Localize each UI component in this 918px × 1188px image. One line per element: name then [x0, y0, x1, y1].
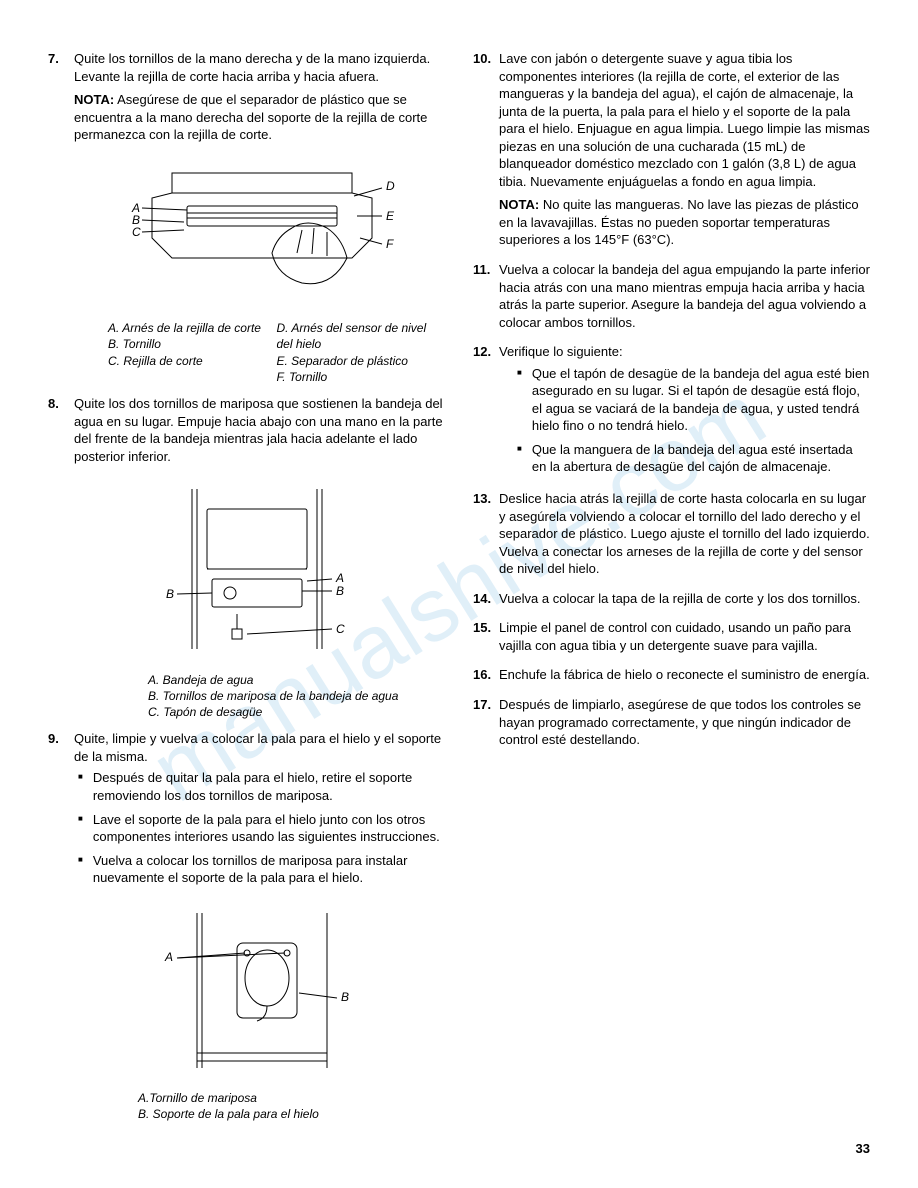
svg-text:B: B	[336, 584, 344, 598]
left-steps-list-cont2: 9. Quite, limpie y vuelva a colocar la p…	[48, 730, 445, 892]
bullet-text: Vuelva a colocar los tornillos de maripo…	[93, 852, 445, 887]
step-15: 15. Limpie el panel de control con cuida…	[473, 619, 870, 658]
step-text: Verifique lo siguiente:	[499, 343, 870, 361]
step-number: 10.	[473, 50, 499, 253]
figure-8-svg: B A B C	[122, 479, 372, 659]
svg-text:D: D	[386, 179, 395, 193]
step-14: 14. Vuelva a colocar la tapa de la rejil…	[473, 590, 870, 612]
svg-text:C: C	[132, 225, 141, 239]
note-text: No quite las mangueras. No lave las piez…	[499, 197, 859, 247]
step-12-bullets: Que el tapón de desagüe de la bandeja de…	[513, 365, 870, 476]
caption: C. Tapón de desagüe	[148, 704, 445, 720]
note: NOTA: No quite las mangueras. No lave la…	[499, 196, 870, 249]
figure-8: B A B C	[48, 479, 445, 664]
step-text: Vuelva a colocar la tapa de la rejilla d…	[499, 590, 870, 608]
bullet-item: Lave el soporte de la pala para el hielo…	[74, 811, 445, 846]
step-number: 14.	[473, 590, 499, 612]
svg-text:E: E	[386, 209, 395, 223]
step-number: 12.	[473, 343, 499, 482]
svg-text:A: A	[164, 950, 173, 964]
step-11: 11. Vuelva a colocar la bandeja del agua…	[473, 261, 870, 335]
step-number: 9.	[48, 730, 74, 892]
step-16: 16. Enchufe la fábrica de hielo o recone…	[473, 666, 870, 688]
caption: A.Tornillo de mariposa	[138, 1090, 445, 1106]
two-column-layout: 7. Quite los tornillos de la mano derech…	[48, 50, 870, 1133]
svg-text:B: B	[166, 587, 174, 601]
svg-text:C: C	[336, 622, 345, 636]
figure-7: A B C D E F	[48, 158, 445, 313]
step-number: 7.	[48, 50, 74, 148]
caption: A. Arnés de la rejilla de corte	[108, 320, 277, 336]
svg-text:B: B	[341, 990, 349, 1004]
note-label: NOTA:	[499, 197, 539, 212]
note-label: NOTA:	[74, 92, 114, 107]
bullet-item: Que el tapón de desagüe de la bandeja de…	[513, 365, 870, 435]
step-8: 8. Quite los dos tornillos de mariposa q…	[48, 395, 445, 469]
left-steps-list-cont: 8. Quite los dos tornillos de mariposa q…	[48, 395, 445, 469]
bullet-text: Lave el soporte de la pala para el hielo…	[93, 811, 445, 846]
step-7: 7. Quite los tornillos de la mano derech…	[48, 50, 445, 148]
caption: B. Tornillo	[108, 336, 277, 352]
step-number: 15.	[473, 619, 499, 658]
step-text: Limpie el panel de control con cuidado, …	[499, 619, 870, 654]
step-text: Enchufe la fábrica de hielo o reconecte …	[499, 666, 870, 684]
figure-9-captions: A.Tornillo de mariposa B. Soporte de la …	[48, 1090, 445, 1122]
note: NOTA: Asegúrese de que el separador de p…	[74, 91, 445, 144]
step-text: Después de limpiarlo, asegúrese de que t…	[499, 696, 870, 749]
left-column: 7. Quite los tornillos de la mano derech…	[48, 50, 445, 1133]
figure-8-captions: A. Bandeja de agua B. Tornillos de marip…	[48, 672, 445, 721]
step-number: 8.	[48, 395, 74, 469]
bullet-text: Que el tapón de desagüe de la bandeja de…	[532, 365, 870, 435]
step-text: Vuelva a colocar la bandeja del agua emp…	[499, 261, 870, 331]
right-column: 10. Lave con jabón o detergente suave y …	[473, 50, 870, 1133]
note-text: Asegúrese de que el separador de plástic…	[74, 92, 427, 142]
caption: C. Rejilla de corte	[108, 353, 277, 369]
svg-text:A: A	[335, 571, 344, 585]
bullet-item: Vuelva a colocar los tornillos de maripo…	[74, 852, 445, 887]
right-steps-list: 10. Lave con jabón o detergente suave y …	[473, 50, 870, 753]
caption: A. Bandeja de agua	[148, 672, 445, 688]
bullet-text: Que la manguera de la bandeja del agua e…	[532, 441, 870, 476]
step-text: Deslice hacia atrás la rejilla de corte …	[499, 490, 870, 578]
step-number: 11.	[473, 261, 499, 335]
caption: B. Tornillos de mariposa de la bandeja d…	[148, 688, 445, 704]
bullet-item: Que la manguera de la bandeja del agua e…	[513, 441, 870, 476]
figure-7-captions: A. Arnés de la rejilla de corte B. Torni…	[48, 320, 445, 385]
svg-text:F: F	[386, 237, 394, 251]
step-10: 10. Lave con jabón o detergente suave y …	[473, 50, 870, 253]
step-17: 17. Después de limpiarlo, asegúrese de q…	[473, 696, 870, 753]
caption: B. Soporte de la pala para el hielo	[138, 1106, 445, 1122]
bullet-item: Después de quitar la pala para el hielo,…	[74, 769, 445, 804]
step-9: 9. Quite, limpie y vuelva a colocar la p…	[48, 730, 445, 892]
figure-9: A B	[48, 903, 445, 1083]
caption: E. Separador de plástico	[277, 353, 446, 369]
bullet-text: Después de quitar la pala para el hielo,…	[93, 769, 445, 804]
step-12: 12. Verifique lo siguiente: Que el tapón…	[473, 343, 870, 482]
page-number: 33	[856, 1140, 870, 1158]
step-number: 13.	[473, 490, 499, 582]
figure-9-svg: A B	[117, 903, 377, 1078]
step-number: 16.	[473, 666, 499, 688]
step-number: 17.	[473, 696, 499, 753]
step-13: 13. Deslice hacia atrás la rejilla de co…	[473, 490, 870, 582]
figure-7-svg: A B C D E F	[92, 158, 402, 308]
step-9-bullets: Después de quitar la pala para el hielo,…	[74, 769, 445, 886]
step-text: Quite, limpie y vuelva a colocar la pala…	[74, 730, 445, 765]
caption: F. Tornillo	[277, 369, 446, 385]
step-text: Lave con jabón o detergente suave y agua…	[499, 50, 870, 190]
caption: D. Arnés del sensor de nivel del hielo	[277, 320, 446, 352]
step-text: Quite los tornillos de la mano derecha y…	[74, 50, 445, 85]
left-steps-list: 7. Quite los tornillos de la mano derech…	[48, 50, 445, 148]
step-text: Quite los dos tornillos de mariposa que …	[74, 395, 445, 465]
